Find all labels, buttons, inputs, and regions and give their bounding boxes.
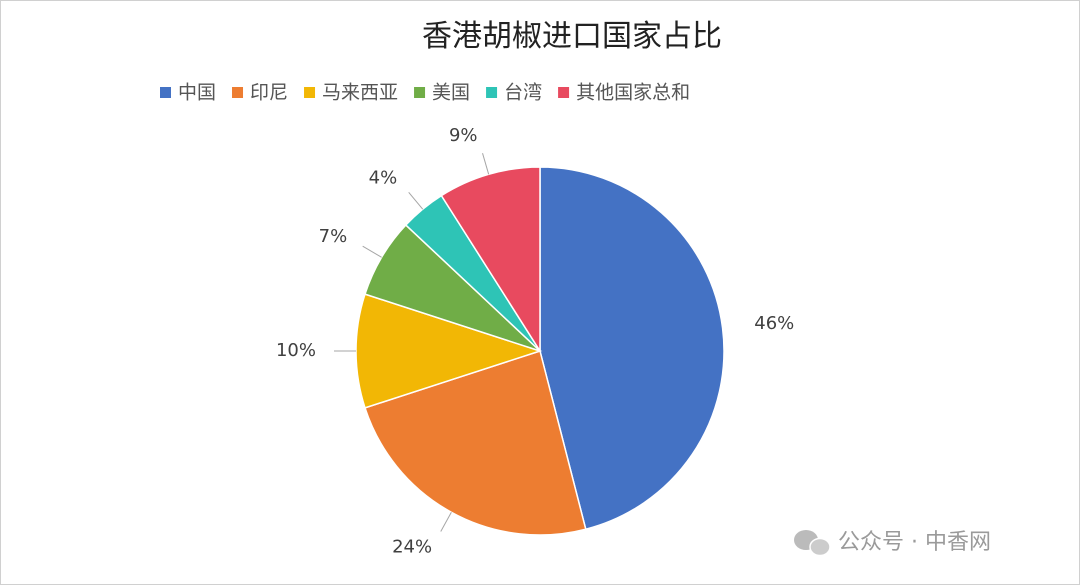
pie-slice xyxy=(364,350,587,536)
legend-label: 台湾 xyxy=(504,82,542,104)
watermark-icon xyxy=(809,537,831,557)
legend-marker xyxy=(160,87,171,98)
data-label: 46% xyxy=(754,313,794,334)
leader-line xyxy=(362,245,382,258)
chart-title: 香港胡椒进口国家占比 xyxy=(422,19,722,54)
pie-slice xyxy=(539,166,725,531)
legend-marker xyxy=(232,87,244,98)
pie: 46% 24% 10% 7% 4% 9% xyxy=(276,125,794,557)
data-label: 9% xyxy=(449,125,478,146)
pie-slice xyxy=(355,293,543,409)
legend-label: 马来西亚 xyxy=(322,82,398,104)
legend-marker xyxy=(558,87,570,98)
data-label: 4% xyxy=(369,167,398,188)
legend-marker xyxy=(486,87,498,98)
watermark: 公众号 · 中香网 xyxy=(794,530,991,557)
leader-line xyxy=(482,153,490,175)
leader-line xyxy=(440,511,452,532)
legend-label: 其他国家总和 xyxy=(576,82,690,104)
data-label: 7% xyxy=(319,226,348,247)
legend: 中国 印尼 马来西亚 美国 台湾 其他国家总和 xyxy=(160,82,690,104)
leader-line xyxy=(408,191,424,210)
pie-slice xyxy=(440,166,541,354)
legend-label: 印尼 xyxy=(250,82,288,104)
data-label: 24% xyxy=(392,536,432,557)
legend-label: 美国 xyxy=(432,82,470,104)
legend-marker xyxy=(414,87,426,98)
legend-label: 中国 xyxy=(178,82,216,104)
data-label: 10% xyxy=(276,340,316,361)
legend-marker xyxy=(304,87,316,98)
watermark-text: 公众号 · 中香网 xyxy=(838,530,991,555)
